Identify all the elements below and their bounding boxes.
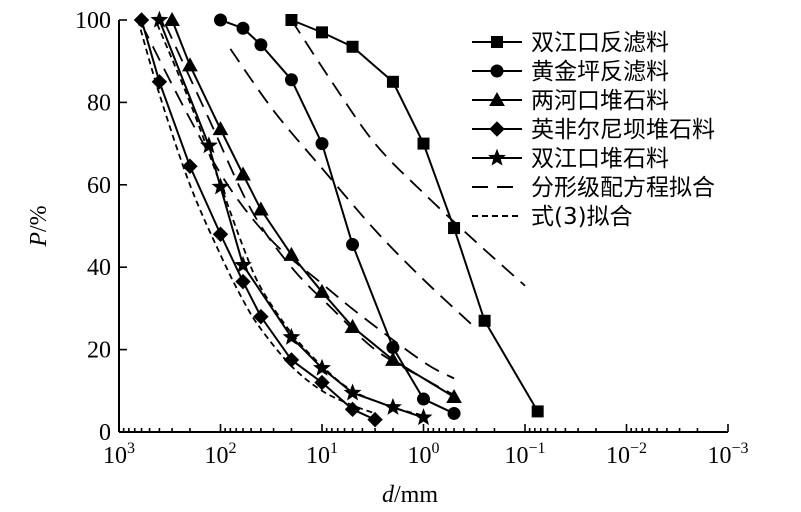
- y-tick-label: 40: [87, 255, 111, 281]
- data-point-star: [282, 327, 301, 345]
- y-tick-label: 100: [75, 8, 111, 34]
- data-point-star: [414, 408, 433, 426]
- legend-entry: 分形级配方程拟合: [472, 175, 715, 201]
- data-point-triangle: [314, 283, 330, 298]
- y-tick-label: 0: [99, 420, 111, 446]
- fit-curve: [140, 23, 455, 380]
- data-point-diamond: [182, 158, 198, 174]
- series-layer: [133, 10, 544, 428]
- data-point-circle: [315, 137, 329, 151]
- data-point-square: [316, 26, 328, 39]
- fit-curve: [156, 23, 424, 417]
- x-tick-label: 103: [103, 440, 135, 469]
- data-point-circle: [417, 392, 430, 406]
- x-tick-label: 101: [306, 440, 338, 469]
- y-axis-title: P/%: [26, 205, 52, 247]
- legend-entry: 双江口反滤料: [472, 30, 669, 56]
- data-point-triangle: [446, 388, 462, 403]
- data-point-star: [150, 10, 169, 28]
- data-point-square: [478, 314, 491, 327]
- data-point-diamond: [367, 411, 383, 428]
- data-point-diamond: [151, 74, 168, 90]
- series-4: [133, 12, 383, 428]
- data-point-square: [285, 14, 298, 26]
- legend-marker-star: [488, 148, 506, 166]
- legend: 双江口反滤料黄金坪反滤料两河口堆石料英非尔尼坝堆石料双江口堆石料分形级配方程拟合…: [472, 30, 715, 230]
- y-tick-label: 60: [87, 173, 111, 199]
- data-point-diamond: [212, 226, 229, 242]
- legend-label: 分形级配方程拟合: [531, 175, 715, 201]
- data-point-circle: [214, 13, 227, 27]
- legend-label: 黄金坪反滤料: [531, 59, 669, 85]
- series-6: [140, 19, 526, 396]
- x-tick-label: 10−2: [606, 440, 647, 469]
- data-point-triangle: [164, 11, 180, 26]
- data-point-square: [531, 405, 544, 418]
- legend-entry: 英非尔尼坝堆石料: [472, 117, 715, 143]
- data-point-diamond: [133, 12, 150, 28]
- y-ticks: 0 20 40 60 80 100: [75, 8, 127, 446]
- fit-curve: [229, 48, 478, 330]
- data-point-diamond: [235, 273, 251, 290]
- legend-marker-square: [491, 36, 503, 48]
- data-point-circle: [254, 38, 268, 52]
- fit-curve: [137, 19, 376, 415]
- data-point-circle: [284, 73, 298, 87]
- legend-label: 式(3)拟合: [531, 204, 633, 230]
- data-point-triangle: [235, 166, 251, 181]
- legend-entry: 双江口堆石料: [472, 146, 669, 172]
- x-tick-label: 102: [205, 440, 237, 469]
- series-3: [164, 11, 462, 403]
- legend-marker-triangle: [489, 91, 505, 106]
- series-1: [285, 14, 544, 418]
- data-point-diamond: [344, 401, 361, 418]
- fit-curve: [164, 23, 455, 396]
- data-point-star: [313, 358, 331, 376]
- legend-label: 双江口反滤料: [531, 30, 669, 56]
- data-point-square: [417, 137, 430, 150]
- data-point-circle: [346, 238, 360, 252]
- series-line: [140, 19, 376, 421]
- data-point-square: [346, 40, 359, 53]
- fit-curve: [290, 19, 526, 287]
- x-axis-title: d/mm: [382, 482, 438, 508]
- series-7: [137, 19, 424, 417]
- x-tick-label: 10−1: [504, 440, 545, 469]
- data-point-diamond: [314, 374, 330, 391]
- data-point-diamond: [253, 308, 269, 325]
- legend-label: 两河口堆石料: [531, 88, 669, 114]
- legend-label: 英非尔尼坝堆石料: [531, 117, 715, 143]
- data-point-star: [343, 383, 362, 401]
- y-tick-label: 20: [87, 338, 111, 364]
- x-tick-label: 100: [408, 440, 440, 469]
- y-tick-label: 80: [87, 90, 111, 116]
- legend-label: 双江口堆石料: [531, 146, 669, 172]
- series-line: [171, 19, 455, 398]
- series-line: [291, 19, 539, 412]
- legend-entry: 黄金坪反滤料: [472, 59, 669, 85]
- series-2: [214, 13, 461, 420]
- data-point-circle: [447, 406, 461, 420]
- data-point-triangle: [283, 246, 300, 261]
- x-tick-label: 10−3: [707, 440, 748, 469]
- data-point-triangle: [253, 201, 269, 216]
- legend-marker-diamond: [489, 121, 505, 137]
- data-point-square: [386, 75, 399, 88]
- data-point-circle: [236, 21, 250, 35]
- data-point-triangle: [182, 57, 198, 72]
- legend-marker-circle: [490, 64, 504, 78]
- data-point-triangle: [212, 121, 229, 136]
- legend-entry: 两河口堆石料: [472, 88, 669, 114]
- legend-entry: 式(3)拟合: [472, 204, 633, 230]
- x-ticks: 103 102 101 100 10−1 10−2 10−3: [103, 424, 749, 469]
